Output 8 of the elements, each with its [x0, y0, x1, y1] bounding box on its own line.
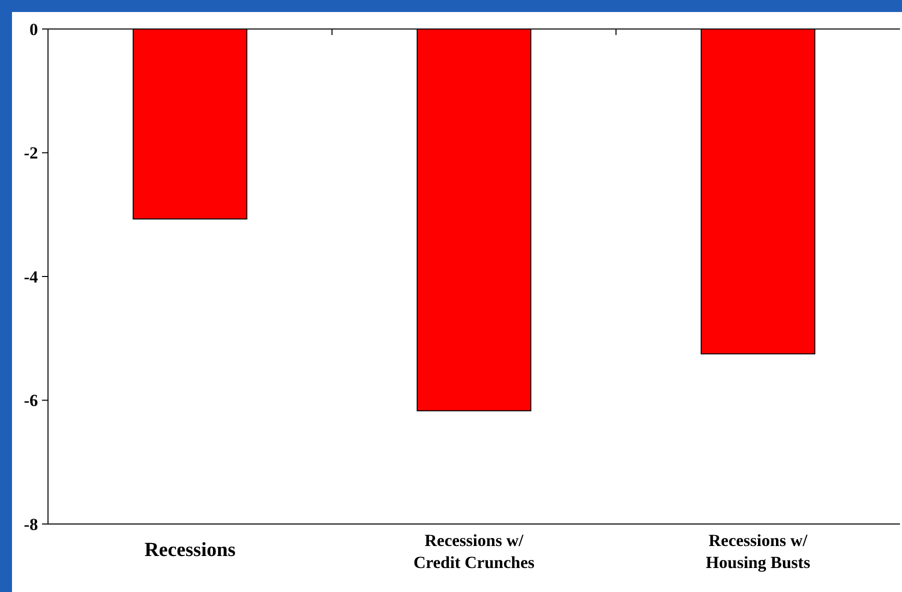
x-tick-label: Recessions [144, 539, 236, 561]
y-tick-label: -6 [24, 391, 38, 410]
x-tick-label: Recessions w/ Housing Busts [706, 531, 811, 572]
y-tick-label: -8 [24, 514, 38, 534]
y-tick-label: -2 [24, 144, 38, 163]
y-tick-label: -4 [24, 267, 38, 286]
y-tick-label: 0 [30, 20, 38, 39]
x-tick-label: Recessions w/ Credit Crunches [413, 531, 535, 572]
